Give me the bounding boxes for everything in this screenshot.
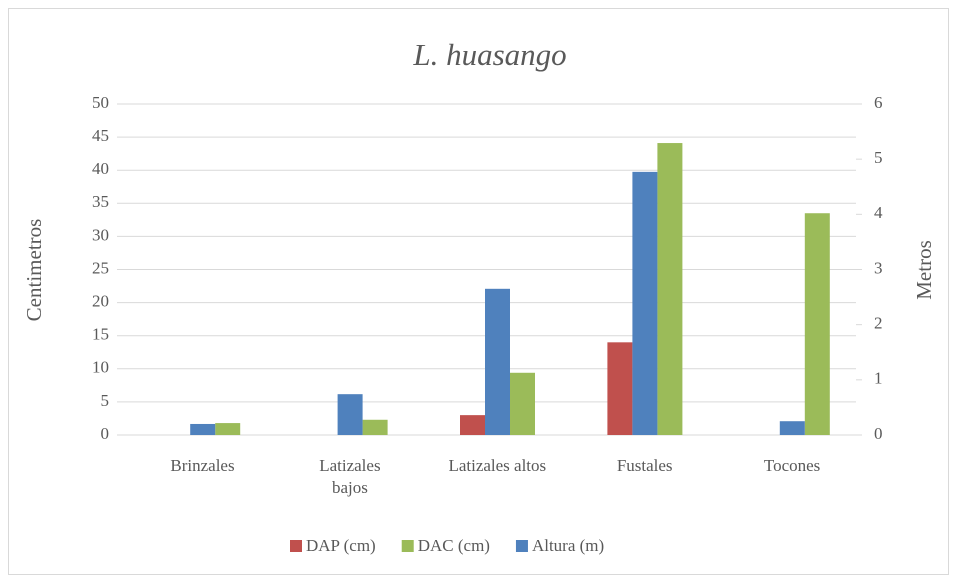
y2-tick-label: 3 xyxy=(874,258,883,277)
bar xyxy=(779,421,805,435)
y-tick-label: 0 xyxy=(101,424,110,443)
y2-tick-label: 6 xyxy=(874,93,883,112)
y-tick-label: 20 xyxy=(92,292,109,311)
x-tick-label: Brinzales xyxy=(170,456,235,475)
y2-tick-label: 2 xyxy=(874,314,883,333)
legend-label: DAC (cm) xyxy=(418,536,490,555)
bar xyxy=(362,419,388,435)
x-tick-label: Latizales bajos xyxy=(319,456,381,497)
bar xyxy=(485,288,510,435)
y-tick-label: 10 xyxy=(92,358,109,377)
bar xyxy=(632,171,658,436)
x-tick-label: Fustales xyxy=(616,456,673,475)
x-tick-label: Latizales altos xyxy=(448,456,547,475)
x-tick-label: Tocones xyxy=(763,456,821,475)
bar xyxy=(337,394,363,435)
bar xyxy=(510,372,535,435)
legend-label: DAP (cm) xyxy=(306,536,376,555)
y-tick-label: 5 xyxy=(101,391,110,410)
legend-swatch xyxy=(515,540,528,552)
y-tick-label: 50 xyxy=(92,93,109,112)
y-tick-label: 15 xyxy=(92,325,109,344)
y-tick-label: 35 xyxy=(92,192,109,211)
y-tick-label: 40 xyxy=(92,159,109,178)
y-tick-label: 45 xyxy=(92,126,109,145)
y2-axis-title: Metros xyxy=(912,240,936,300)
legend-swatch xyxy=(401,540,414,552)
legend-swatch xyxy=(290,540,302,552)
y2-tick-label: 4 xyxy=(874,203,883,222)
bar xyxy=(460,415,485,435)
chart-border xyxy=(8,8,949,575)
y-tick-label: 25 xyxy=(92,258,109,277)
bar xyxy=(215,423,241,435)
chart-title: L. huasango xyxy=(412,37,566,72)
y-axis-title: Centimetros xyxy=(22,219,46,322)
bar xyxy=(607,342,633,435)
y2-tick-label: 1 xyxy=(874,369,883,388)
y-tick-label: 30 xyxy=(92,225,109,244)
bar xyxy=(657,143,683,436)
bar xyxy=(190,423,216,435)
bar xyxy=(804,213,830,435)
y2-tick-label: 0 xyxy=(874,424,883,443)
y2-tick-label: 5 xyxy=(874,148,883,167)
legend-label: Altura (m) xyxy=(532,536,604,555)
